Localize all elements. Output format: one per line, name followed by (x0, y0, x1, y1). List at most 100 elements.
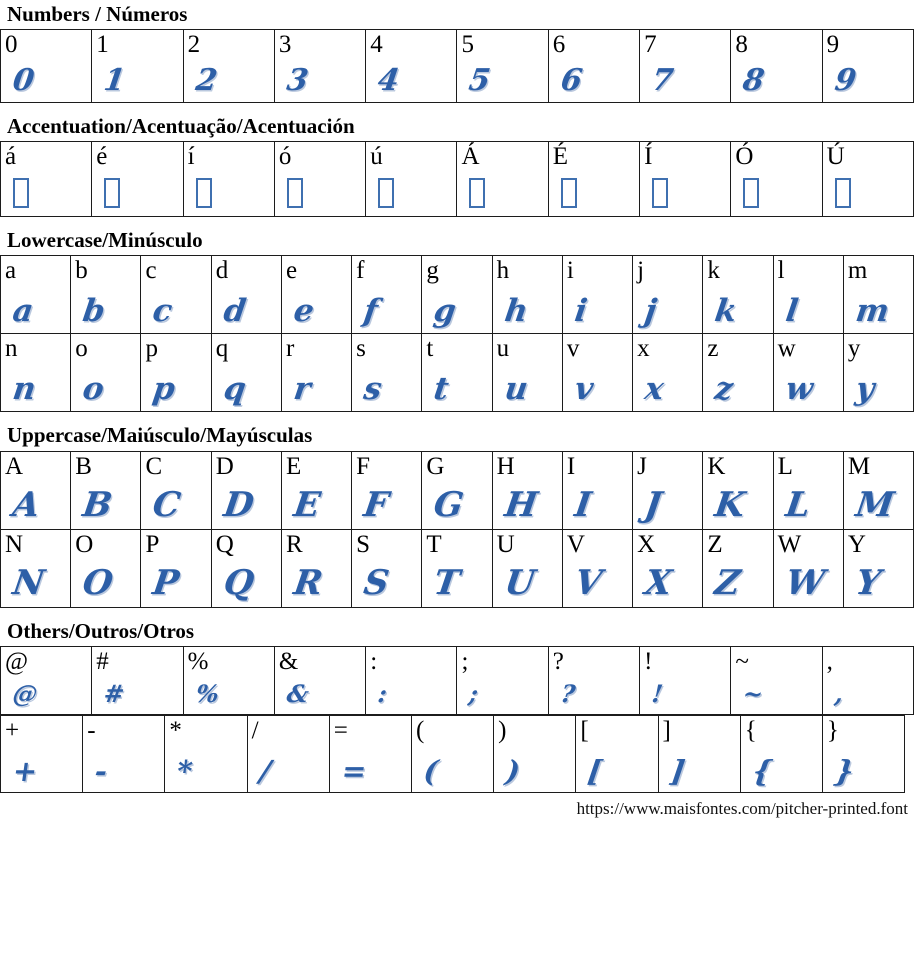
reference-char: i (566, 257, 574, 285)
reference-char: B (75, 452, 92, 480)
glyph-cell: Ó (731, 142, 823, 218)
reference-char: U (496, 530, 515, 558)
font-glyph: c (151, 293, 175, 330)
font-glyph: v (572, 371, 596, 408)
reference-char: % (187, 647, 209, 675)
reference-char: a (5, 257, 17, 285)
specimen-section-accentuation: Accentuation/Acentuação/Acentuación á é í ó ú… (0, 114, 914, 218)
reference-char: e (285, 257, 298, 285)
glyph-cell: é (92, 142, 184, 218)
reference-char: k (707, 257, 720, 285)
section-title: Lowercase/Minúsculo (7, 228, 203, 253)
font-glyph: d (221, 293, 248, 330)
font-glyph: M (853, 484, 897, 525)
source-url: https://www.maisfontes.com/pitcher-print… (576, 798, 908, 818)
font-glyph: S (361, 562, 392, 603)
reference-char: { (744, 716, 757, 744)
reference-char: : (370, 647, 378, 675)
glyph-row: + + - - * * / / = =(())[[]]{{}} (0, 714, 906, 793)
font-glyph: K (712, 484, 748, 525)
reference-char: l (777, 257, 785, 285)
font-glyph: q (221, 371, 248, 408)
font-glyph: w (783, 371, 815, 408)
font-glyph: @ (11, 678, 40, 708)
font-glyph: : (376, 678, 390, 708)
reference-char: L (777, 452, 793, 480)
font-glyph: B (80, 484, 115, 525)
glyph-cell: ]] (658, 715, 741, 793)
font-glyph: X (642, 562, 675, 603)
font-glyph: P (150, 562, 182, 603)
reference-char: W (777, 530, 802, 558)
font-glyph: o (80, 371, 107, 408)
font-glyph: A (10, 484, 43, 525)
glyph-cell: ~ ~ (731, 646, 823, 715)
font-glyph: m (853, 293, 892, 330)
font-glyph: W (782, 562, 827, 603)
reference-char: X (637, 530, 656, 558)
reference-char: ! (644, 647, 653, 675)
reference-char: c (145, 257, 157, 285)
reference-char: s (356, 335, 366, 363)
reference-char: G (426, 452, 445, 480)
reference-char: 1 (96, 31, 109, 59)
font-glyph: a (10, 293, 36, 330)
glyph-cell: :: (366, 646, 458, 715)
reference-char: 0 (5, 31, 18, 59)
reference-char: Z (707, 530, 723, 558)
glyph-cell: # # (92, 646, 184, 715)
font-glyph: l (783, 293, 800, 330)
reference-char: = (333, 716, 348, 744)
reference-char: A (5, 452, 24, 480)
font-glyph: h (502, 293, 530, 330)
missing-glyph-box (560, 178, 577, 209)
reference-char: - (87, 716, 96, 744)
reference-char: z (707, 335, 719, 363)
reference-char: 5 (461, 31, 474, 59)
font-glyph: ~ (741, 678, 766, 708)
font-glyph: E (291, 484, 323, 525)
section-title: Others/Outros/Otros (7, 618, 195, 643)
reference-char: C (145, 452, 163, 480)
font-glyph: , (832, 678, 846, 708)
font-glyph: F (361, 484, 392, 525)
glyph-cell: (( (411, 715, 495, 793)
font-glyph: } (832, 753, 856, 788)
glyph-cell: ?? (548, 646, 641, 715)
reference-char: J (637, 452, 647, 480)
reference-char: Í (644, 143, 653, 171)
font-glyph: I (572, 484, 594, 525)
font-glyph: - (92, 753, 110, 788)
reference-char: o (75, 335, 88, 363)
reference-char: 9 (826, 31, 840, 59)
missing-glyph-box (834, 178, 851, 209)
glyph-cell: í (183, 142, 275, 218)
font-glyph: 2 (193, 63, 219, 99)
reference-char: n (5, 335, 18, 363)
